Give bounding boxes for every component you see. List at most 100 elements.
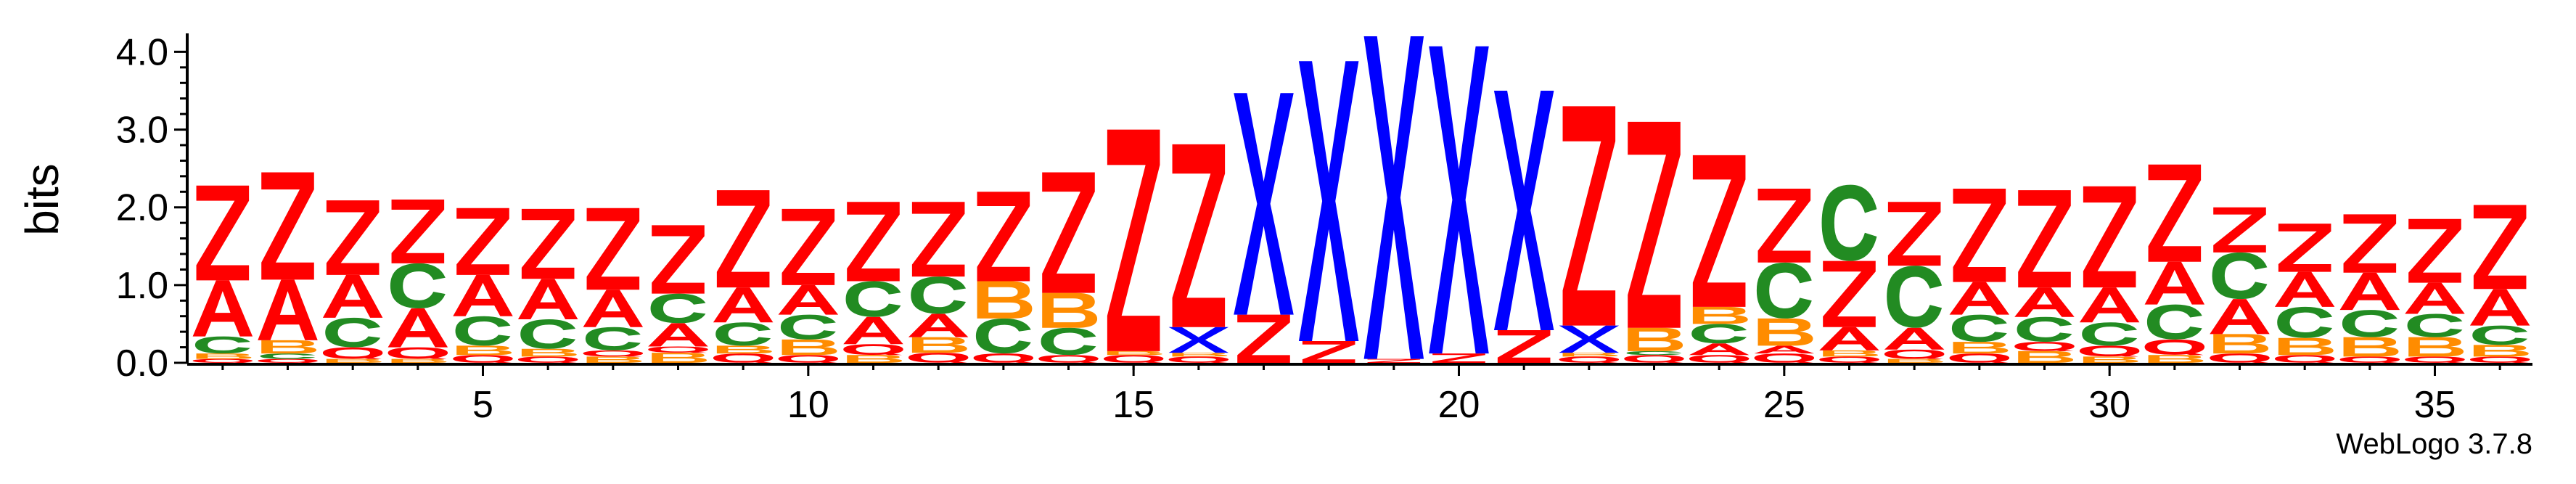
letter-Z — [2408, 218, 2461, 283]
letter-A — [2014, 287, 2075, 317]
letter-Z — [1692, 155, 1746, 307]
stack-position-18 — [1298, 61, 1359, 363]
letter-B — [847, 355, 903, 363]
letter-Q — [1949, 353, 2010, 363]
letter-X — [1429, 46, 1489, 354]
letter-B — [1887, 358, 1943, 363]
x-tick-label: 10 — [787, 384, 829, 426]
letter-A — [583, 290, 644, 327]
letter-C — [1887, 266, 1943, 328]
letter-B — [1953, 342, 2009, 354]
letter-C — [1951, 314, 2007, 343]
stack-position-23 — [1624, 121, 1684, 363]
letter-B — [2083, 356, 2138, 363]
y-tick-label: 0.0 — [116, 343, 168, 385]
letter-X — [1298, 61, 1359, 341]
letter-X — [1493, 91, 1554, 330]
stack-position-22 — [1559, 106, 1620, 363]
letter-Q — [648, 346, 708, 353]
stack-position-9 — [713, 190, 774, 363]
letter-Q — [2144, 339, 2205, 356]
stack-position-4 — [387, 200, 448, 363]
letter-Z — [2083, 186, 2136, 288]
letter-A — [648, 323, 708, 347]
letter-A — [387, 308, 448, 348]
letter-Q — [387, 347, 448, 359]
letter-C — [2017, 316, 2072, 343]
x-tick-label: 30 — [2088, 384, 2130, 426]
letter-Q — [2079, 345, 2140, 357]
letter-Z — [456, 208, 509, 275]
letter-Z — [2343, 214, 2397, 273]
letter-Q — [713, 353, 774, 363]
stack-position-12 — [908, 202, 969, 363]
letter-Z — [1432, 353, 1485, 363]
letter-Q — [2014, 342, 2075, 351]
stack-position-19 — [1363, 36, 1424, 363]
letter-B — [1172, 353, 1228, 357]
letter-A — [517, 279, 578, 319]
letter-B — [1757, 318, 1813, 346]
letter-B — [782, 339, 837, 356]
letter-B — [1628, 327, 1683, 351]
letter-A — [453, 274, 513, 316]
letter-Z — [521, 208, 575, 279]
letter-Z — [196, 185, 250, 281]
stack-position-15 — [1103, 129, 1164, 363]
letter-Z — [652, 225, 705, 294]
stack-position-28 — [1949, 189, 2010, 363]
stack-position-24 — [1689, 155, 1750, 363]
letter-B — [911, 337, 967, 353]
letter-C — [1041, 327, 1096, 356]
letter-A — [258, 279, 318, 340]
letter-Z — [1107, 129, 1160, 351]
letter-Q — [2210, 353, 2270, 363]
letter-A — [2079, 287, 2140, 323]
stack-position-8 — [648, 225, 708, 363]
letter-Z — [586, 208, 640, 290]
letter-A — [778, 284, 839, 315]
letter-A — [2405, 282, 2465, 314]
stack-position-31 — [2144, 164, 2205, 363]
letter-C — [1691, 324, 1747, 344]
letter-C — [325, 317, 381, 348]
letter-B — [716, 345, 772, 354]
letter-C — [650, 293, 706, 324]
letter-C — [2082, 322, 2138, 346]
letter-B — [2343, 337, 2399, 357]
letter-Z — [1497, 330, 1551, 363]
stack-position-2 — [258, 172, 318, 363]
letter-C — [845, 281, 901, 317]
letter-Z — [2018, 190, 2071, 288]
letter-stacks — [192, 36, 2530, 363]
letter-C — [260, 353, 316, 359]
letter-A — [843, 316, 903, 345]
stack-position-17 — [1234, 93, 1294, 363]
letter-Q — [192, 358, 253, 363]
letter-B — [2473, 345, 2529, 357]
letter-A — [322, 274, 383, 318]
letter-B — [1562, 353, 1618, 357]
stack-position-29 — [2014, 190, 2075, 363]
letter-Q — [583, 350, 644, 357]
letter-B — [1692, 306, 1748, 324]
letter-Z — [391, 200, 445, 263]
letter-X — [1559, 325, 1620, 353]
letter-B — [586, 356, 642, 363]
letter-Z — [977, 192, 1030, 282]
letter-B — [326, 358, 382, 363]
letter-Q — [258, 358, 318, 363]
y-tick-label: 1.0 — [116, 265, 168, 307]
letter-Z — [1628, 121, 1681, 328]
letter-C — [2472, 325, 2528, 345]
stack-position-27 — [1884, 202, 1945, 363]
stack-position-13 — [973, 192, 1034, 363]
letter-C — [2212, 252, 2268, 300]
letter-A — [2274, 271, 2335, 307]
letter-Q — [453, 355, 513, 363]
letter-A — [1754, 345, 1815, 354]
stack-position-30 — [2079, 186, 2140, 363]
y-axis-label: bits — [16, 163, 68, 236]
letter-Q — [1038, 355, 1099, 363]
letter-B — [1042, 292, 1098, 328]
